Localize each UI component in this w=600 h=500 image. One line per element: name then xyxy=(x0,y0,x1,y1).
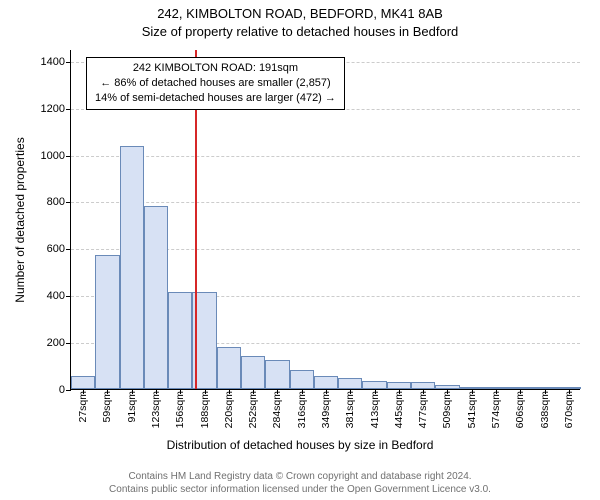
y-tick-label: 0 xyxy=(59,384,71,396)
y-axis-label: Number of detached properties xyxy=(13,137,27,302)
x-tick-label: 91sqm xyxy=(126,391,138,423)
histogram-bar xyxy=(338,378,362,389)
info-line-3: 14% of semi-detached houses are larger (… xyxy=(95,91,336,106)
y-tick-label: 600 xyxy=(47,243,71,255)
x-axis-label: Distribution of detached houses by size … xyxy=(0,438,600,452)
x-tick-label: 541sqm xyxy=(466,391,478,428)
info-line-2: ← 86% of detached houses are smaller (2,… xyxy=(95,76,336,91)
histogram-bar xyxy=(217,347,241,389)
x-tick-label: 445sqm xyxy=(393,391,405,428)
histogram-bar xyxy=(314,376,338,389)
histogram-bar xyxy=(71,376,95,389)
x-tick-label: 316sqm xyxy=(296,391,308,428)
histogram-bar xyxy=(411,382,435,389)
x-tick-label: 27sqm xyxy=(77,391,89,423)
footer-attribution: Contains HM Land Registry data © Crown c… xyxy=(0,471,600,496)
histogram-bar xyxy=(144,206,168,389)
y-tick-label: 1200 xyxy=(41,103,71,115)
gridline xyxy=(71,202,580,203)
x-tick-label: 509sqm xyxy=(441,391,453,428)
x-tick-label: 252sqm xyxy=(247,391,259,428)
x-tick-label: 638sqm xyxy=(539,391,551,428)
gridline xyxy=(71,156,580,157)
x-tick-label: 284sqm xyxy=(271,391,283,428)
y-tick-label: 1400 xyxy=(41,56,71,68)
x-tick-label: 188sqm xyxy=(199,391,211,428)
x-tick-label: 349sqm xyxy=(320,391,332,428)
histogram-bar xyxy=(168,292,192,389)
x-tick-label: 59sqm xyxy=(101,391,113,423)
info-box: 242 KIMBOLTON ROAD: 191sqm ← 86% of deta… xyxy=(86,57,345,110)
histogram-bar xyxy=(387,382,411,389)
footer-line-2: Contains public sector information licen… xyxy=(0,484,600,497)
x-tick-label: 670sqm xyxy=(563,391,575,428)
chart-title: Size of property relative to detached ho… xyxy=(0,24,600,39)
histogram-bar xyxy=(241,356,265,389)
histogram-bar xyxy=(265,360,289,389)
y-tick-label: 800 xyxy=(47,196,71,208)
info-line-1: 242 KIMBOLTON ROAD: 191sqm xyxy=(95,61,336,76)
chart-supertitle: 242, KIMBOLTON ROAD, BEDFORD, MK41 8AB xyxy=(0,6,600,21)
y-tick-label: 200 xyxy=(47,337,71,349)
x-tick-label: 156sqm xyxy=(174,391,186,428)
histogram-bar xyxy=(362,381,386,389)
footer-line-1: Contains HM Land Registry data © Crown c… xyxy=(0,471,600,484)
y-tick-label: 1000 xyxy=(41,150,71,162)
histogram-bar xyxy=(95,255,119,389)
plot-area: 020040060080010001200140027sqm59sqm91sqm… xyxy=(70,50,580,390)
x-tick-label: 606sqm xyxy=(514,391,526,428)
x-tick-label: 574sqm xyxy=(490,391,502,428)
x-tick-label: 123sqm xyxy=(150,391,162,428)
y-tick-label: 400 xyxy=(47,290,71,302)
figure: 242, KIMBOLTON ROAD, BEDFORD, MK41 8AB S… xyxy=(0,0,600,500)
x-tick-label: 220sqm xyxy=(223,391,235,428)
x-tick-label: 477sqm xyxy=(417,391,429,428)
x-tick-label: 413sqm xyxy=(369,391,381,428)
x-tick-label: 381sqm xyxy=(344,391,356,428)
histogram-bar xyxy=(120,146,144,389)
histogram-bar xyxy=(290,370,314,389)
